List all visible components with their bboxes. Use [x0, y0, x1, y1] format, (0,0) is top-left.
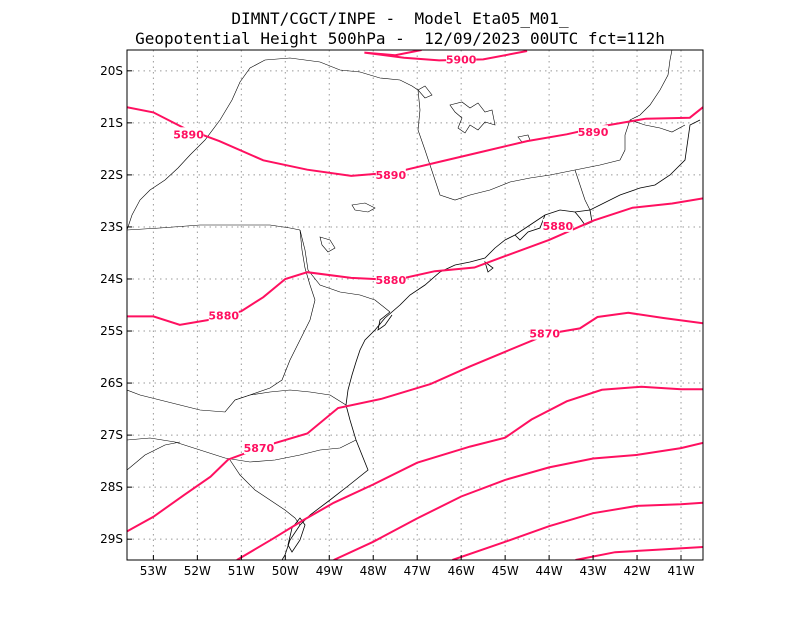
contour-5850: [333, 441, 703, 560]
y-tick-label: 28S: [100, 480, 123, 494]
contour-label-bg: [529, 326, 560, 340]
x-tick-label: 48W: [360, 564, 387, 578]
contour-label: 5890: [578, 126, 609, 139]
y-tick-label: 20S: [100, 64, 123, 78]
sepetiba-bay: [514, 214, 546, 241]
border-sp-pr: [299, 229, 391, 313]
coastline: [281, 119, 701, 560]
plot-frame: [126, 49, 704, 561]
contour-label-bg: [375, 273, 406, 287]
contour-label-bg: [542, 218, 573, 232]
y-tick-label: 26S: [100, 376, 123, 390]
y-tick-label: 22S: [100, 168, 123, 182]
x-tick-label: 43W: [580, 564, 607, 578]
x-tick-label: 53W: [140, 564, 167, 578]
contour-label: 5890: [173, 128, 204, 141]
reservoir-paranapanema: [351, 202, 376, 213]
contour-label-bg: [375, 167, 406, 181]
contour-label: 5870: [529, 328, 560, 341]
chart-title-line-2: Geopotential Height 500hPa - 12/09/2023 …: [135, 29, 665, 48]
contour-5840: [452, 501, 703, 560]
contour-label: 5880: [376, 274, 407, 287]
y-tick-label: 21S: [100, 116, 123, 130]
contour-5860: [236, 385, 703, 560]
border-ms-sp: [127, 57, 419, 231]
contour-5870: [127, 311, 703, 533]
x-tick-label: 47W: [404, 564, 431, 578]
paranagua-bay: [377, 311, 393, 331]
y-tick-label: 25S: [100, 324, 123, 338]
border-sc-rs: [127, 437, 357, 463]
contour-5890: [127, 106, 703, 177]
contour-label: 5870: [244, 442, 275, 455]
reservoir-itaipu: [319, 236, 336, 253]
contour-label-bg: [243, 441, 274, 455]
y-tick-label: 29S: [100, 532, 123, 546]
x-tick-label: 42W: [623, 564, 650, 578]
contour-label-bg: [208, 308, 239, 322]
border-ms-pr: [127, 224, 301, 231]
contour-5830: [575, 546, 703, 560]
geographic-boundaries: [127, 50, 701, 560]
border-es: [629, 119, 686, 133]
x-tick-label: 46W: [448, 564, 475, 578]
ilha-grande: [484, 260, 494, 273]
x-tick-label: 49W: [316, 564, 343, 578]
contour-label-bg: [173, 127, 204, 141]
contour-5880: [127, 197, 703, 326]
contour-label: 5900: [446, 53, 477, 66]
contour-label: 5890: [376, 169, 407, 182]
x-tick-label: 41W: [667, 564, 694, 578]
x-tick-label: 51W: [228, 564, 255, 578]
border-mg-north: [629, 50, 673, 121]
border-sp-mg: [417, 89, 631, 201]
border-paraguay: [299, 229, 316, 301]
geopotential-contours: [127, 50, 703, 560]
axis-ticks: 53W 52W 51W 50W 49W 48W 47W 46W 45W 44W 43W 42W 41W 2…: [100, 64, 695, 578]
y-tick-label: 23S: [100, 220, 123, 234]
contour-5900: [364, 50, 528, 62]
x-tick-label: 45W: [492, 564, 519, 578]
x-tick-label: 44W: [536, 564, 563, 578]
reservoir-north: [417, 85, 433, 99]
chart-title-line-1: DIMNT/CGCT/INPE - Model Eta05_M01_: [231, 9, 569, 28]
x-tick-label: 50W: [272, 564, 299, 578]
y-tick-label: 27S: [100, 428, 123, 442]
y-tick-label: 24S: [100, 272, 123, 286]
reservoir-furnas: [449, 101, 496, 134]
contour-label-bg: [446, 52, 477, 66]
x-tick-label: 52W: [184, 564, 211, 578]
border-rs-uruguay: [229, 459, 301, 526]
contour-label-bg: [578, 125, 609, 139]
border-pr-sc: [234, 389, 347, 406]
border-rj: [574, 169, 591, 211]
contour-label: 5880: [208, 309, 239, 322]
contour-label-layer: 5900 5890 5890 5890 5880 5880 5880 5870 5870: [173, 52, 609, 455]
contour-label: 5880: [543, 220, 574, 233]
border-argentina-west: [127, 441, 181, 471]
lat-lon-grid: [127, 50, 703, 560]
